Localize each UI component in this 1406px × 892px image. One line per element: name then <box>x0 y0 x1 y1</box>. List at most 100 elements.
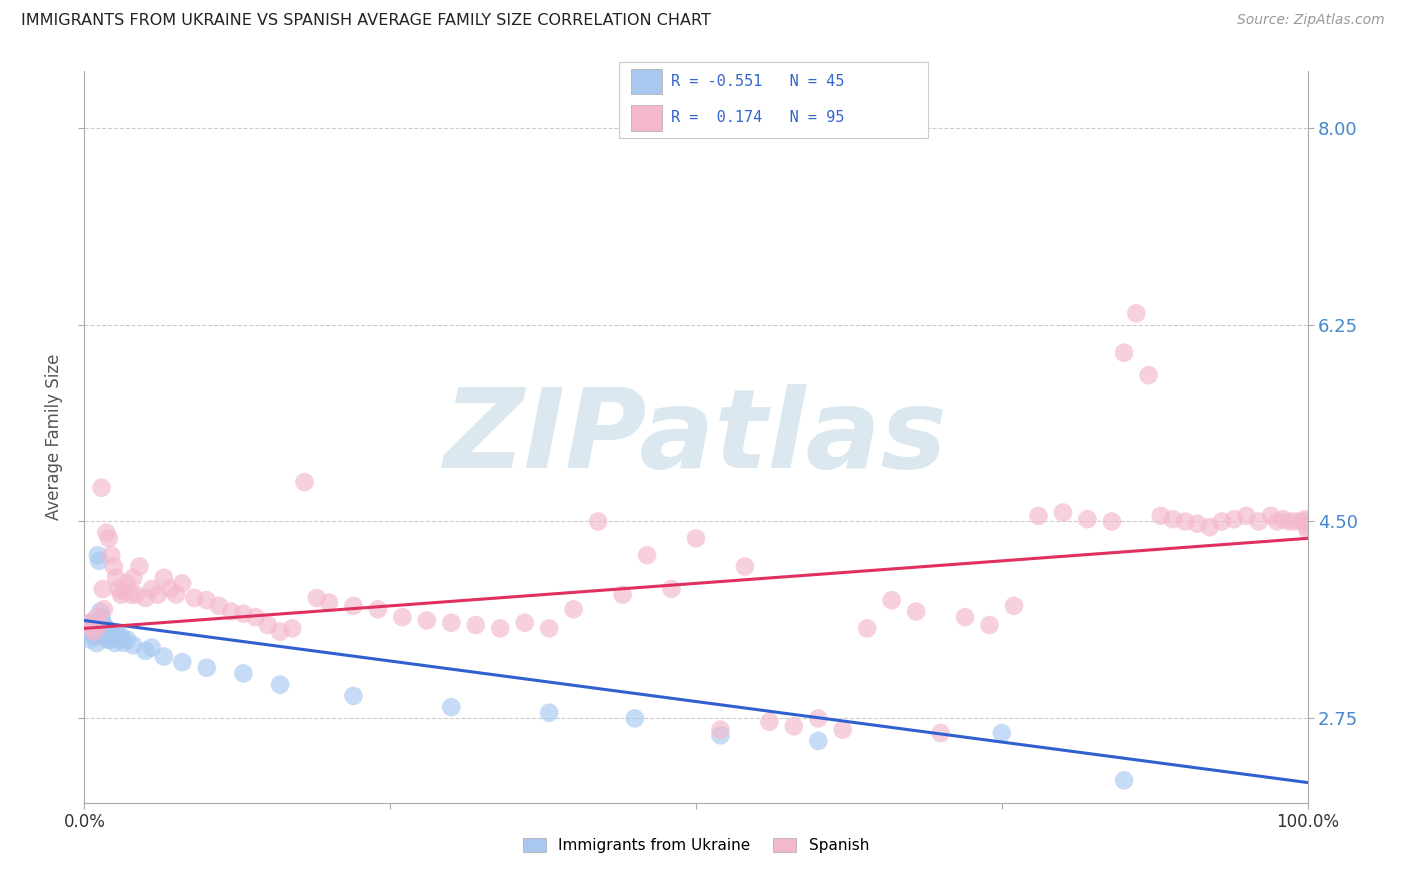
Point <box>86 636 108 650</box>
Point <box>1296 524 1319 538</box>
Point <box>159 582 181 596</box>
Point <box>208 599 231 613</box>
Point <box>153 571 176 585</box>
Point <box>1295 516 1317 531</box>
Point <box>135 644 157 658</box>
Point <box>440 700 463 714</box>
Point <box>1198 520 1220 534</box>
Point <box>305 591 328 605</box>
Point <box>98 632 121 647</box>
Point <box>1125 306 1147 320</box>
Point <box>1291 515 1313 529</box>
Point <box>1260 508 1282 523</box>
Point <box>1174 515 1197 529</box>
Point <box>165 588 187 602</box>
Text: IMMIGRANTS FROM UKRAINE VS SPANISH AVERAGE FAMILY SIZE CORRELATION CHART: IMMIGRANTS FROM UKRAINE VS SPANISH AVERA… <box>21 13 711 29</box>
Point <box>97 627 120 641</box>
Point <box>141 582 163 596</box>
Point <box>269 678 291 692</box>
Text: ZIPatlas: ZIPatlas <box>444 384 948 491</box>
Point <box>783 719 806 733</box>
Point <box>105 571 128 585</box>
Point <box>1247 515 1270 529</box>
Point <box>110 588 132 602</box>
Point <box>87 618 110 632</box>
Point <box>1161 512 1184 526</box>
Text: R =  0.174   N = 95: R = 0.174 N = 95 <box>671 111 845 125</box>
Point <box>1150 508 1173 523</box>
Point <box>100 548 122 562</box>
Point <box>1114 345 1136 359</box>
Point <box>367 602 389 616</box>
Point <box>115 576 138 591</box>
Point <box>758 714 780 729</box>
Point <box>1028 508 1050 523</box>
Point <box>734 559 756 574</box>
Point <box>146 588 169 602</box>
Point <box>1052 506 1074 520</box>
Point <box>87 548 110 562</box>
Point <box>1294 512 1316 526</box>
Point <box>661 582 683 596</box>
Point <box>86 621 108 635</box>
Point <box>1101 515 1123 529</box>
Point <box>856 621 879 635</box>
Point <box>464 618 486 632</box>
Point <box>141 640 163 655</box>
Point <box>83 624 105 639</box>
Text: R = -0.551   N = 45: R = -0.551 N = 45 <box>671 74 845 89</box>
Point <box>128 559 150 574</box>
Point <box>342 599 364 613</box>
Point <box>110 629 132 643</box>
Point <box>91 615 114 630</box>
Point <box>103 559 125 574</box>
Point <box>342 689 364 703</box>
Point <box>100 624 122 639</box>
Point <box>807 711 830 725</box>
Point <box>1223 512 1246 526</box>
Point <box>586 515 609 529</box>
Point <box>294 475 316 489</box>
Point <box>562 602 585 616</box>
Point <box>90 610 112 624</box>
Point <box>89 605 111 619</box>
Point <box>245 610 267 624</box>
Point <box>125 588 148 602</box>
Point <box>489 621 512 635</box>
Point <box>115 632 138 647</box>
Point <box>97 632 120 647</box>
Point <box>953 610 976 624</box>
Point <box>1265 515 1288 529</box>
Point <box>232 666 254 681</box>
Point <box>440 615 463 630</box>
Point <box>195 661 218 675</box>
Point <box>1187 516 1209 531</box>
Point <box>172 576 194 591</box>
Point <box>880 593 903 607</box>
Point <box>709 728 731 742</box>
Point <box>105 627 128 641</box>
Point <box>1272 512 1295 526</box>
Point <box>87 554 110 568</box>
Point <box>905 605 928 619</box>
Text: Source: ZipAtlas.com: Source: ZipAtlas.com <box>1237 13 1385 28</box>
Point <box>1296 515 1319 529</box>
Point <box>979 618 1001 632</box>
Point <box>624 711 647 725</box>
Point <box>86 610 108 624</box>
Point <box>1236 508 1258 523</box>
Point <box>612 588 634 602</box>
Point <box>103 629 125 643</box>
Point <box>1114 773 1136 788</box>
Point <box>991 726 1014 740</box>
Point <box>195 593 218 607</box>
Point <box>513 615 536 630</box>
Point <box>391 610 413 624</box>
Point <box>80 621 103 635</box>
Point <box>929 726 952 740</box>
Point <box>77 615 100 630</box>
Point <box>96 525 118 540</box>
Point <box>709 723 731 737</box>
Point <box>416 614 439 628</box>
Y-axis label: Average Family Size: Average Family Size <box>45 354 63 520</box>
